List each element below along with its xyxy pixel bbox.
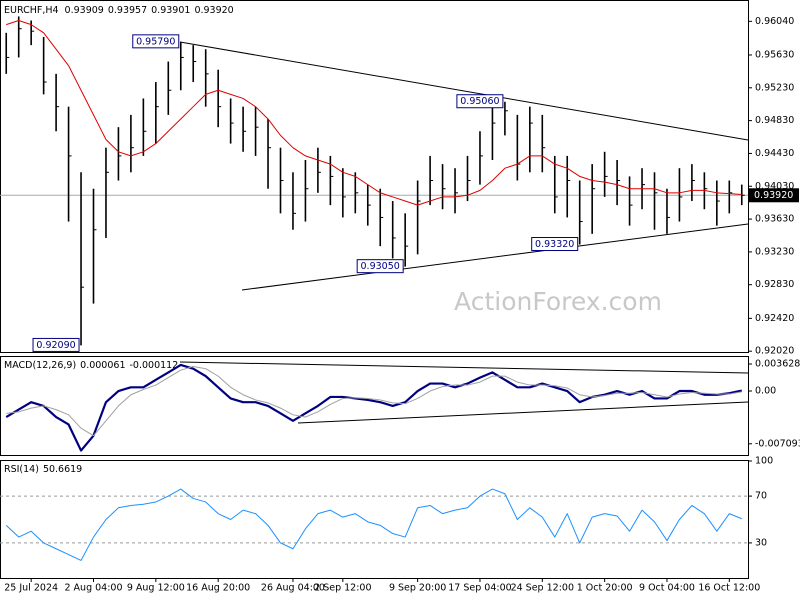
price-title: EURCHF,H4 0.93909 0.93957 0.93901 0.93920 [4, 5, 234, 16]
symbol: EURCHF,H4 [4, 5, 59, 16]
indicator: RSI(14) [4, 464, 39, 475]
trend-line [179, 361, 749, 374]
y-tick-label: 0.92420 [755, 313, 794, 324]
trend-line [297, 401, 749, 424]
y-tick-label: 0.00 [755, 386, 776, 397]
open: 0.93909 [65, 5, 104, 16]
high: 0.93957 [108, 5, 147, 16]
annotation-box [132, 34, 180, 49]
x-tick-label: 9 Oct 04:00 [639, 583, 695, 594]
x-tick-label: 17 Sep 04:00 [448, 583, 511, 594]
annotation-box [531, 237, 579, 252]
line [6, 20, 742, 206]
annotation-label: 0.93050 [361, 261, 400, 272]
watermark: ActionForex.com [454, 287, 662, 316]
signal-readout: -0.000112 [130, 360, 179, 371]
y-tick-label: -0.007093 [755, 438, 800, 449]
macd-readout: 0.000061 [80, 360, 125, 371]
annotation-label: 0.93320 [535, 239, 574, 250]
indicator: MACD(12,26,9) [4, 360, 76, 371]
x-tick-label: 26 Aug 04:00 [261, 583, 325, 594]
annotation-label: 0.95060 [460, 96, 499, 107]
y-tick-label: 0.94030 [755, 181, 794, 192]
x-tick-label: 2 Aug 04:00 [64, 583, 122, 594]
x-tick-label: 16 Aug 20:00 [186, 583, 250, 594]
x-tick-label: 1 Oct 20:00 [577, 583, 633, 594]
y-tick-label: 0.93630 [755, 214, 794, 225]
y-tick-label: 0.93230 [755, 246, 794, 257]
x-tick-label: 9 Aug 12:00 [127, 583, 185, 594]
y-tick-label: 70 [755, 491, 767, 502]
y-tick-label: 0.92830 [755, 279, 794, 290]
y-tick-label: 0.95630 [755, 49, 794, 60]
x-tick-label: 24 Sep 12:00 [511, 583, 574, 594]
y-tick-label: 100 [755, 456, 773, 467]
y-tick-label: 30 [755, 537, 767, 548]
annotation-label: 0.95790 [136, 36, 175, 47]
annotation-box [356, 259, 404, 274]
x-tick-label: 16 Oct 12:00 [698, 583, 760, 594]
price-panel [0, 0, 749, 353]
y-tick-label: 0.94830 [755, 115, 794, 126]
annotation-label: 0.92090 [36, 340, 75, 351]
rsi-title: RSI(14) 50.6619 [4, 464, 82, 475]
rsi-readout: 50.6619 [43, 464, 82, 475]
y-tick-label: 0.94430 [755, 148, 794, 159]
line [5, 363, 743, 452]
x-tick-label: 25 Jul 2024 [4, 583, 58, 594]
current-price-label: 0.93920 [754, 190, 793, 201]
y-tick-label: 0.96040 [755, 16, 794, 27]
trend-line [179, 41, 749, 141]
y-tick-label: 0.003628 [755, 359, 800, 370]
line [6, 365, 742, 437]
annotation-box [32, 337, 80, 352]
annotation-box [456, 94, 504, 109]
y-tick-label: 0.92020 [755, 346, 794, 357]
macd-title: MACD(12,26,9) 0.000061 -0.000112 [4, 360, 178, 371]
trend-line [241, 223, 749, 291]
y-tick-label: 0.95230 [755, 82, 794, 93]
close: 0.93920 [194, 5, 233, 16]
x-tick-label: 2 Sep 12:00 [314, 583, 371, 594]
current-price-box [749, 188, 799, 203]
low: 0.93901 [151, 5, 190, 16]
x-tick-label: 9 Sep 20:00 [389, 583, 446, 594]
macd-panel [0, 356, 749, 456]
line [5, 488, 742, 561]
rsi-panel [0, 460, 749, 579]
